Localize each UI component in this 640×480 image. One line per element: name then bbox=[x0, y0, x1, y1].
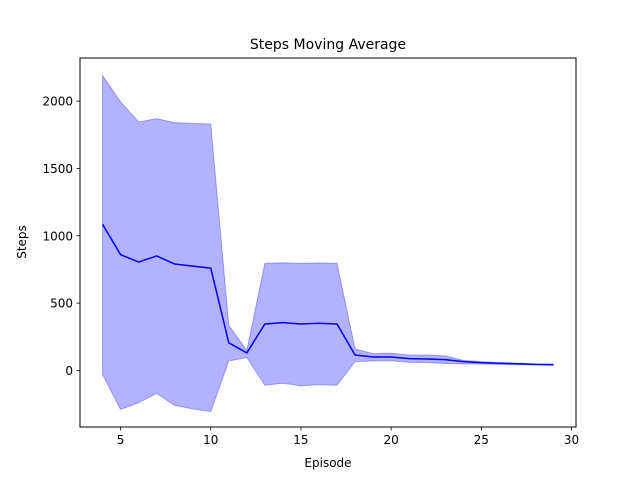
x-tick-label: 20 bbox=[383, 433, 398, 447]
y-axis: 0 500 1000 1500 2000 bbox=[42, 95, 80, 378]
plot-area bbox=[101, 73, 554, 413]
y-tick-label: 1500 bbox=[42, 162, 73, 176]
y-tick-label: 1000 bbox=[42, 229, 73, 243]
axes-frame bbox=[79, 57, 577, 428]
y-axis-label: Steps bbox=[15, 225, 29, 259]
x-axis: 5 10 15 20 25 30 bbox=[117, 427, 579, 447]
x-axis-label: Episode bbox=[304, 456, 351, 470]
series-0-line bbox=[101, 223, 554, 366]
y-tick-label: 500 bbox=[50, 297, 73, 311]
chart-title: Steps Moving Average bbox=[250, 37, 406, 53]
series-0-band bbox=[102, 73, 554, 413]
y-tick-label: 0 bbox=[65, 364, 73, 378]
x-tick-label: 30 bbox=[564, 433, 579, 447]
x-tick-label: 25 bbox=[474, 433, 489, 447]
x-tick-label: 15 bbox=[293, 433, 308, 447]
y-tick-label: 2000 bbox=[42, 95, 73, 109]
x-tick-label: 10 bbox=[203, 433, 218, 447]
x-tick-label: 5 bbox=[117, 433, 125, 447]
